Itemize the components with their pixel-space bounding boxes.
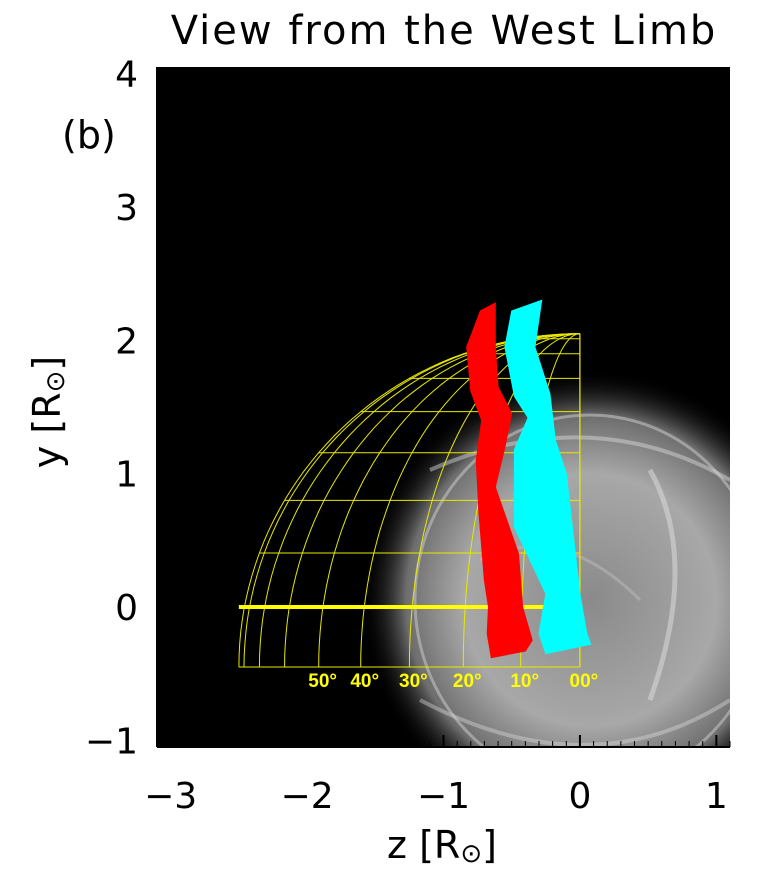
chart-title: View from the West Limb bbox=[171, 8, 718, 54]
y-tick-label: 3 bbox=[115, 188, 138, 229]
corona-loop-right bbox=[647, 468, 678, 701]
corona-loop-bottom bbox=[419, 698, 730, 747]
longitude-line bbox=[284, 333, 580, 668]
longitude-labels: 50° 40° 30° 20° 10° 00° bbox=[308, 671, 598, 692]
longitude-label: 20° bbox=[453, 671, 482, 692]
longitude-label: 30° bbox=[399, 671, 428, 692]
panel-label: (b) bbox=[62, 113, 116, 157]
series-band-cyan bbox=[504, 299, 592, 655]
longitude-label: 00° bbox=[570, 671, 599, 692]
y-axis-label: y [R⊙] bbox=[25, 356, 71, 468]
axis-ticks: −3 −2 −1 0 1 −1 0 1 2 3 4 bbox=[85, 55, 731, 817]
longitude-line bbox=[408, 333, 580, 668]
x-tick-label: 0 bbox=[568, 776, 591, 817]
corona-ring bbox=[413, 413, 730, 747]
y-tick-label: 1 bbox=[115, 455, 138, 496]
longitude-label: 40° bbox=[350, 671, 379, 692]
longitude-label: 50° bbox=[308, 671, 337, 692]
x-tick-label: −3 bbox=[144, 776, 197, 817]
series-layer bbox=[466, 299, 592, 659]
x-tick-label: −1 bbox=[417, 776, 470, 817]
y-tick-label: 0 bbox=[115, 588, 138, 629]
longitude-line bbox=[258, 333, 580, 668]
y-tick-label: −1 bbox=[85, 721, 138, 762]
corona-loop-top bbox=[429, 435, 730, 482]
y-tick-label: 2 bbox=[115, 321, 138, 362]
x-axis-label: z [R⊙] bbox=[387, 823, 497, 869]
x-tick-label: 1 bbox=[705, 776, 728, 817]
longitude-label: 10° bbox=[510, 671, 539, 692]
x-tick-label: −2 bbox=[281, 776, 334, 817]
y-tick-label: 4 bbox=[115, 55, 138, 96]
series-band-red bbox=[466, 302, 533, 659]
